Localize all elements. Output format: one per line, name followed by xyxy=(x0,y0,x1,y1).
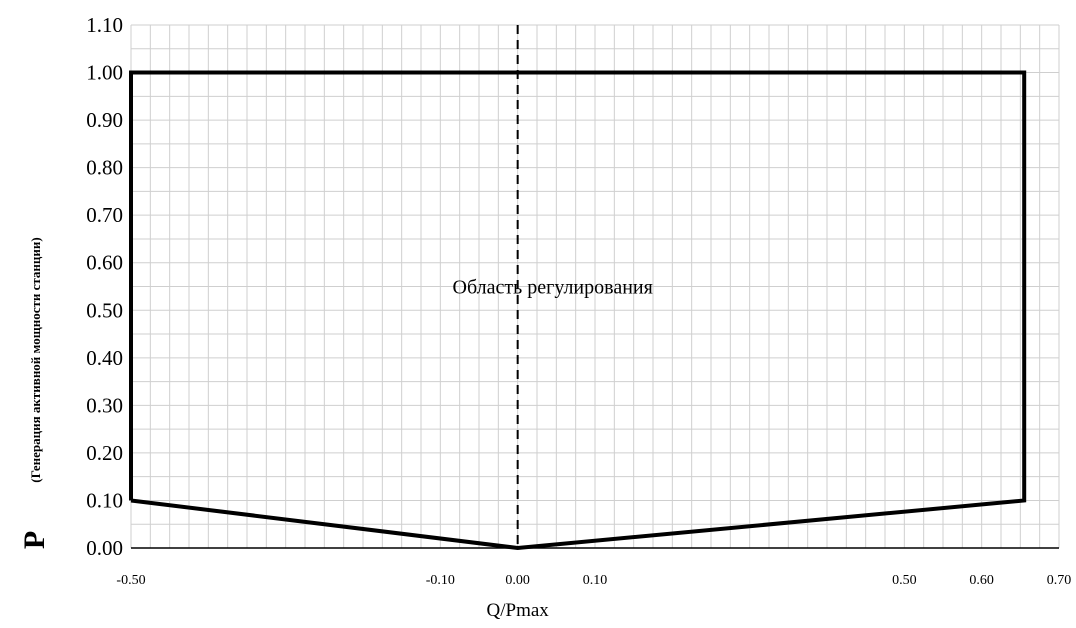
y-tick-label: 0.40 xyxy=(86,346,123,370)
x-axis-label: Q/Pmax xyxy=(487,600,550,621)
region-annotation: Область регулирования xyxy=(453,277,653,299)
x-tick-label: -0.50 xyxy=(116,573,145,588)
y-axis-label: P (Генерация активной мощности станции) xyxy=(18,237,51,549)
y-tick-label: 1.00 xyxy=(86,61,123,85)
y-axis-label-main: P xyxy=(18,531,51,549)
y-tick-label: 0.30 xyxy=(86,393,123,417)
y-tick-labels: 0.00 0.10 0.20 0.30 0.40 0.50 0.60 0.70 0.80 0.90… xyxy=(86,13,123,560)
y-tick-label: 0.00 xyxy=(86,536,123,560)
y-tick-label: 0.80 xyxy=(86,156,123,180)
x-tick-label: -0.10 xyxy=(426,573,455,588)
y-axis-label-sub: (Генерация активной мощности станции) xyxy=(28,237,43,482)
y-tick-label: 0.20 xyxy=(86,441,123,465)
x-tick-label: 0.50 xyxy=(892,573,917,588)
y-tick-label: 0.50 xyxy=(86,298,123,322)
y-tick-label: 1.10 xyxy=(86,13,123,37)
y-tick-label: 0.90 xyxy=(86,108,123,132)
x-tick-label: 0.00 xyxy=(505,573,530,588)
y-tick-label: 0.60 xyxy=(86,251,123,275)
x-tick-labels: -0.50 -0.10 0.00 0.10 0.50 0.60 0.70 xyxy=(116,573,1071,588)
y-tick-label: 0.10 xyxy=(86,488,123,512)
x-tick-label: 0.10 xyxy=(583,573,608,588)
y-tick-label: 0.70 xyxy=(86,203,123,227)
x-tick-label: 0.70 xyxy=(1047,573,1072,588)
x-tick-label: 0.60 xyxy=(969,573,994,588)
